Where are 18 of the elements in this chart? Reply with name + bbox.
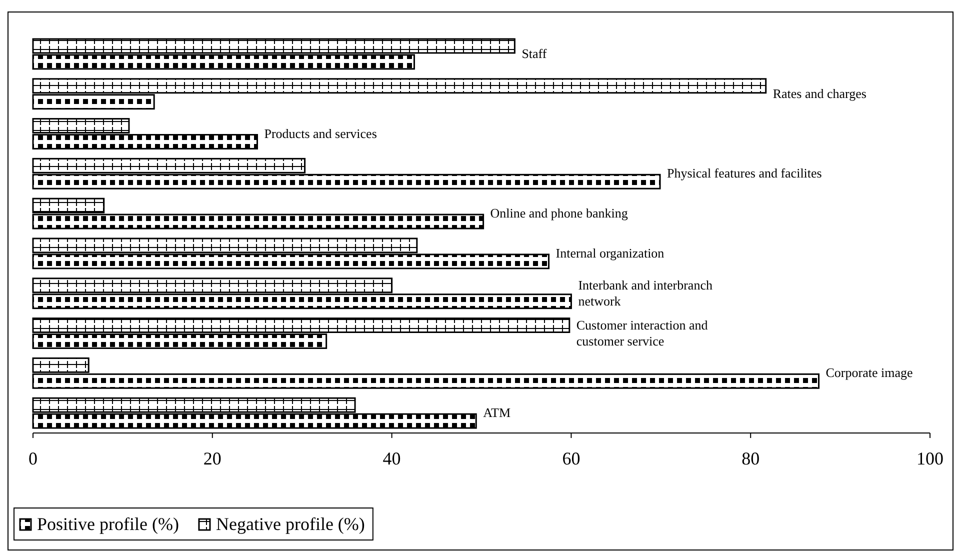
y-tick-label: Physical features and facilites bbox=[667, 166, 822, 181]
y-tick-label: Interbank and interbranch network bbox=[578, 277, 713, 308]
legend-label: Positive profile (%) bbox=[37, 514, 179, 534]
x-tick-label: 20 bbox=[203, 448, 222, 468]
y-tick-label: Customer interaction and customer service bbox=[576, 317, 708, 348]
y-tick-label: Products and services bbox=[264, 126, 377, 141]
y-tick-label: Online and phone banking bbox=[490, 206, 628, 221]
y-tick-label: Corporate image bbox=[826, 365, 913, 380]
y-tick-label: Internal organization bbox=[556, 245, 665, 260]
legend-label: Negative profile (%) bbox=[216, 514, 365, 534]
y-tick-label: ATM bbox=[483, 405, 512, 420]
x-tick-label: 0 bbox=[28, 448, 38, 468]
x-tick-label: 100 bbox=[916, 448, 944, 468]
y-tick-label: Staff bbox=[522, 46, 548, 61]
x-tick-label: 80 bbox=[742, 448, 760, 468]
x-tick-label: 60 bbox=[562, 448, 580, 468]
x-tick-label: 40 bbox=[382, 448, 401, 468]
y-tick-label: Rates and charges bbox=[772, 86, 866, 101]
